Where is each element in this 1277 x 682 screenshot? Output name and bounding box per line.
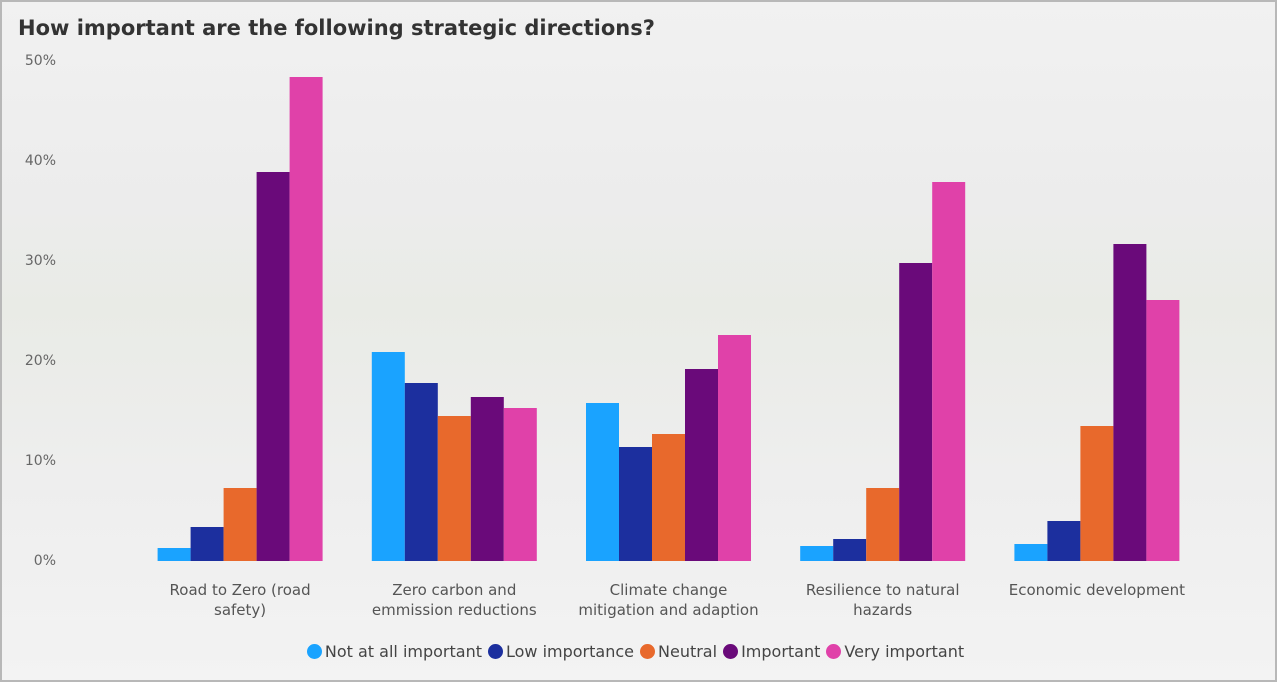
bar — [289, 77, 323, 561]
legend-label: Neutral — [658, 642, 718, 661]
chart-title: How important are the following strategi… — [18, 16, 655, 40]
bar — [1047, 521, 1081, 561]
bar — [619, 447, 652, 561]
legend-item: Important — [723, 642, 820, 661]
bar — [586, 403, 619, 561]
bar — [157, 548, 191, 561]
legend-label: Very important — [844, 642, 965, 661]
bar — [833, 539, 867, 561]
legend-item: Neutral — [640, 642, 717, 661]
bar — [718, 335, 751, 561]
y-tick-label: 10% — [25, 453, 56, 469]
legend-item: Low importance — [487, 642, 634, 661]
x-tick-label: Road to Zero (road safety) — [169, 581, 311, 619]
bar — [371, 352, 405, 561]
legend-item: Very important — [826, 642, 964, 661]
legend-label: Not at all important — [324, 642, 482, 661]
bar — [223, 488, 257, 561]
bar — [256, 172, 290, 561]
bar — [866, 488, 900, 561]
legend-swatch — [306, 644, 322, 659]
legend-swatch — [487, 644, 503, 659]
bar — [800, 546, 834, 561]
legend-label: Low importance — [505, 642, 634, 661]
bar — [404, 383, 438, 561]
legend: Not at all important Low importance Neutra… — [2, 642, 1275, 661]
y-tick-label: 20% — [25, 353, 56, 369]
y-tick-label: 40% — [25, 153, 56, 169]
x-tick-label: Zero carbon and emmission reductions — [371, 581, 537, 619]
bar — [932, 182, 966, 561]
bar — [1080, 426, 1114, 561]
legend-item: Not at all important — [306, 642, 482, 661]
y-tick-label: 30% — [25, 253, 56, 269]
legend-swatch — [723, 644, 739, 659]
y-tick-label: 0% — [34, 553, 56, 569]
legend-swatch — [826, 644, 842, 659]
bar — [470, 397, 504, 561]
x-tick-label: Climate change mitigation and adaption — [578, 581, 759, 619]
bar — [1113, 244, 1147, 561]
legend-label: Important — [741, 642, 821, 661]
bar — [652, 434, 685, 561]
y-tick-label: 50% — [25, 53, 56, 69]
x-tick-label: Economic development — [1008, 581, 1186, 599]
bar — [190, 527, 224, 561]
legend-swatch — [640, 644, 655, 659]
bar — [1146, 300, 1180, 561]
bar — [503, 408, 537, 561]
bar — [1014, 544, 1048, 561]
bar — [899, 263, 933, 561]
bar — [685, 369, 718, 561]
bar — [437, 416, 471, 561]
x-tick-label: Resilience to natural hazards — [805, 581, 960, 619]
